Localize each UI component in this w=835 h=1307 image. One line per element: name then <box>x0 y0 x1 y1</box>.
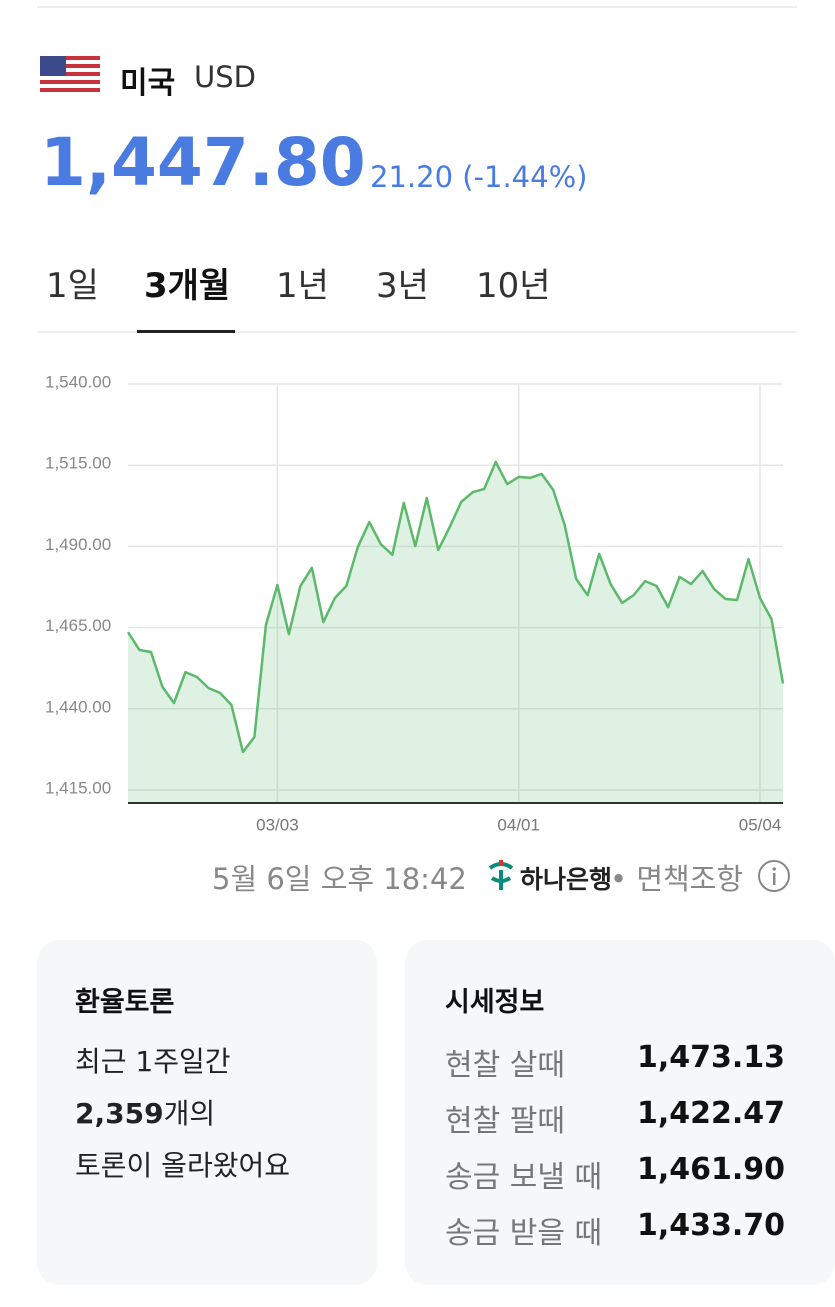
y-tick-label: 1,465.00 <box>45 616 111 635</box>
card-title: 시세정보 <box>445 987 545 1018</box>
tab[interactable]: 1일 <box>46 266 99 306</box>
quote-value: 1,422.47 <box>636 1096 785 1131</box>
x-tick-label: 05/04 <box>739 815 782 834</box>
card-title: 환율토론 <box>75 987 175 1018</box>
quote-label: 송금 받을 때 <box>445 1216 603 1251</box>
info-icon[interactable] <box>757 859 791 893</box>
top-divider <box>37 6 797 8</box>
discussion-card[interactable]: 환율토론 최근 1주일간 2,359개의 토론이 올라왔어요 <box>37 940 377 1285</box>
y-tick-label: 1,515.00 <box>45 454 111 473</box>
tab-divider <box>37 331 797 333</box>
down-arrow <box>344 170 362 181</box>
quote-value: 1,461.90 <box>636 1152 785 1187</box>
card-text: 2,359개의 <box>75 1092 215 1132</box>
price: 1,447.80 <box>40 124 366 201</box>
line <box>126 460 785 754</box>
disclaimer[interactable]: • 면책조항 <box>610 862 744 896</box>
us-flag <box>40 56 100 96</box>
y-tick-label: 1,490.00 <box>45 535 111 554</box>
tab[interactable]: 3년 <box>376 266 429 306</box>
chart: 1,415.00 1,440.00 1,465.00 1,490.00 1,515.00… <box>45 372 785 834</box>
y-tick-label: 1,540.00 <box>45 372 111 391</box>
change: 21.20 (-1.44%) <box>370 160 588 194</box>
bank-name: 하나은행 <box>520 865 613 894</box>
y-tick-label: 1,440.00 <box>45 697 111 716</box>
card-text: 토론이 올라왔어요 <box>75 1149 290 1182</box>
country: 미국 <box>120 66 176 101</box>
count-suffix: 개의 <box>163 1097 216 1130</box>
tab-indicator <box>137 330 235 333</box>
y-tick-label: 1,415.00 <box>45 778 111 797</box>
x-tick-label: 04/01 <box>497 815 540 834</box>
tab[interactable]: 10년 <box>476 266 551 306</box>
quote-label: 송금 보낼 때 <box>445 1160 603 1195</box>
card-text: 최근 1주일간 <box>75 1045 231 1078</box>
tab-active[interactable]: 3개월 <box>144 266 231 306</box>
count: 2,359 <box>75 1097 164 1130</box>
quote-value: 1,433.70 <box>636 1208 785 1243</box>
quote-label: 현찰 살때 <box>445 1048 565 1083</box>
currency: USD <box>194 60 256 94</box>
quote-value: 1,473.13 <box>636 1040 785 1075</box>
quotes-card: 시세정보 현찰 살때 1,473.13 현찰 팔때 1,422.47 송금 보낼 때 1,… <box>405 940 835 1285</box>
tab[interactable]: 1년 <box>276 266 329 306</box>
bank-logo <box>488 860 514 890</box>
x-tick-label: 03/03 <box>256 815 299 834</box>
area <box>128 461 783 803</box>
timestamp: 5월 6일 오후 18:42 <box>212 862 467 896</box>
quote-label: 현찰 팔때 <box>445 1104 565 1139</box>
